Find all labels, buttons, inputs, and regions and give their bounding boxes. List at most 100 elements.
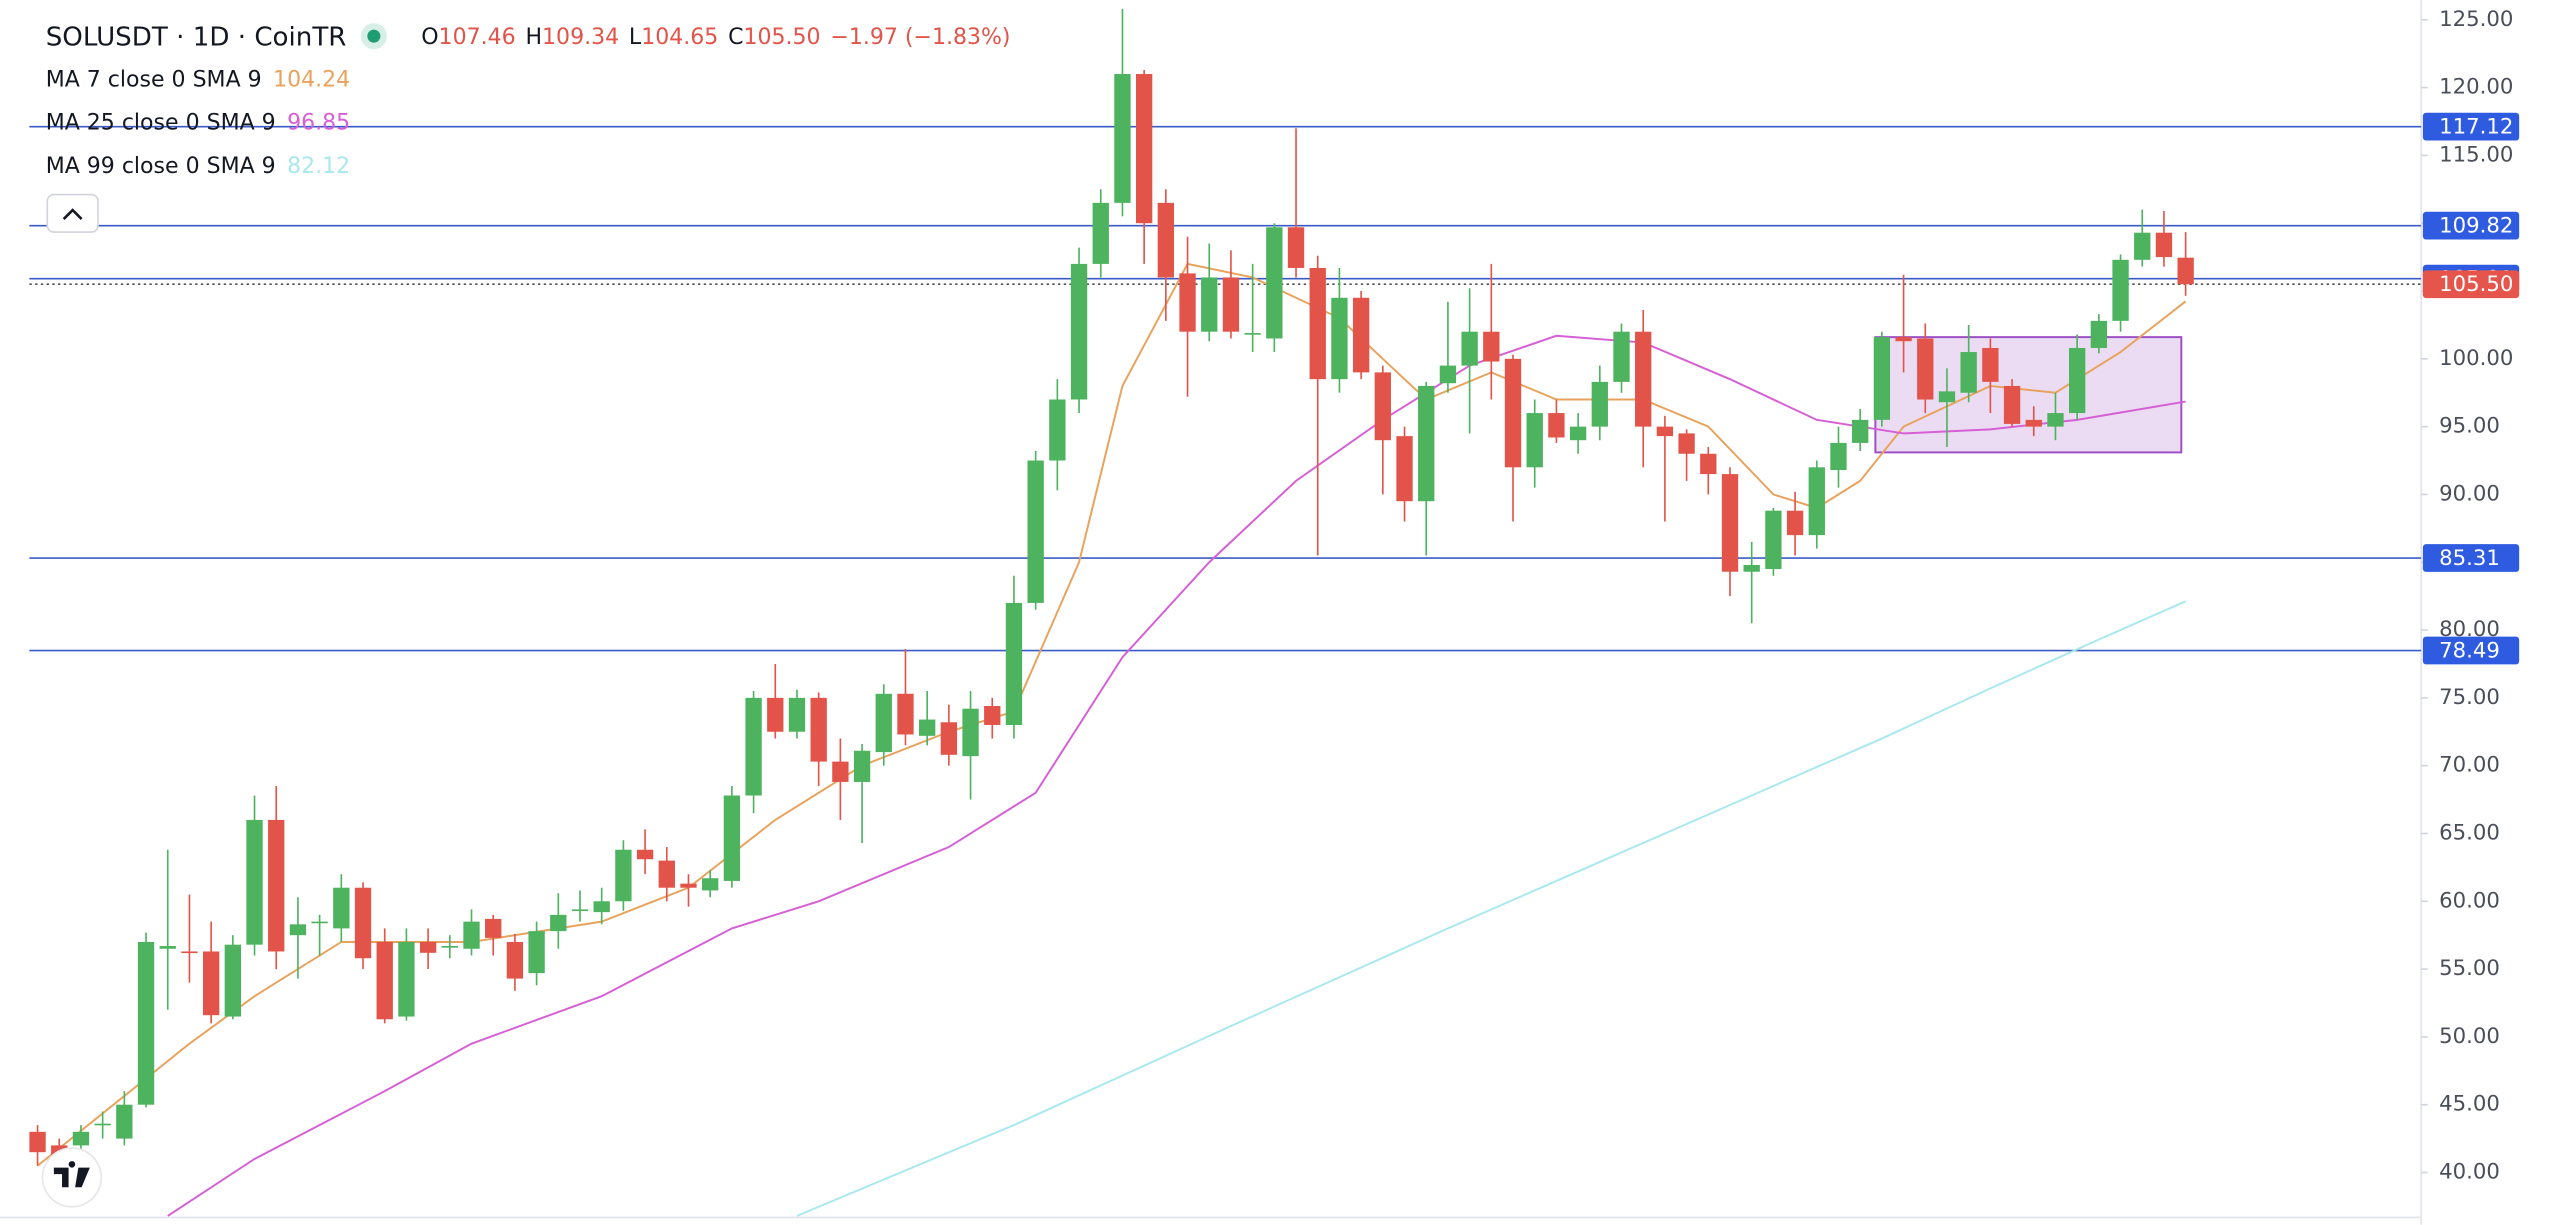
candle-body: [1005, 602, 1023, 725]
candle-body: [29, 1131, 46, 1153]
price-tag: 78.49: [2422, 636, 2520, 665]
collapse-button[interactable]: [46, 193, 99, 233]
candle-body: [636, 849, 654, 860]
price-tag-label: 85.31: [2439, 546, 2500, 571]
y-tick-label: 60.00: [2439, 888, 2500, 913]
candle-body: [550, 914, 567, 932]
candle-body: [723, 795, 741, 881]
candle-body: [2068, 347, 2086, 414]
candle-body: [1613, 331, 1630, 382]
logo-circle[interactable]: [41, 1147, 103, 1208]
candle-body: [419, 941, 437, 953]
candle-body: [289, 924, 307, 936]
chart-title: SOLUSDT · 1D · CoinTR: [46, 22, 347, 52]
candle-body: [1222, 277, 1240, 332]
candle-body: [615, 849, 632, 902]
price-tag-box: [2422, 544, 2520, 572]
candle-body: [354, 887, 372, 959]
candle-body: [1504, 358, 1522, 468]
legend-value: 96.85: [287, 111, 350, 136]
candle-body: [680, 883, 697, 888]
candle-body: [1114, 74, 1131, 203]
y-tick-label: 95.00: [2439, 414, 2500, 439]
y-tick-label: 70.00: [2439, 753, 2500, 778]
candle-body: [1895, 337, 1912, 342]
ma-line: [796, 600, 2187, 1217]
legend-value: 104.24: [273, 67, 350, 92]
candle-body: [1244, 333, 1261, 335]
candle-body: [1982, 347, 1999, 382]
y-tick-label: 40.00: [2439, 1160, 2500, 1185]
candle-body: [767, 697, 784, 732]
candle-body: [1092, 202, 1109, 264]
ohlc-header: O107.46 H109.34 L104.65 C105.50 −1.97 (−1.83…: [421, 25, 1010, 50]
candle-body: [1656, 426, 1674, 437]
candle-body: [1786, 510, 1804, 536]
candle-body: [984, 705, 1001, 725]
candle-body: [1179, 273, 1196, 332]
candle-body: [810, 697, 827, 762]
candle-body: [94, 1123, 111, 1126]
candle-body: [853, 750, 871, 782]
candle-body: [246, 819, 263, 945]
y-tick-label: 65.00: [2439, 820, 2500, 845]
candle-body: [1266, 227, 1283, 339]
candle-body: [2003, 385, 2021, 424]
candle-body: [658, 860, 675, 888]
chevron-icon[interactable]: [62, 208, 83, 220]
candle-body: [311, 921, 328, 924]
legend-value: 82.12: [287, 154, 350, 179]
candle-body: [376, 941, 393, 1020]
candle-body: [159, 946, 176, 949]
candle-body: [72, 1131, 90, 1146]
candle-body: [745, 697, 762, 796]
candle-body: [181, 951, 198, 954]
ohlc-value: 107.46: [439, 25, 516, 50]
candle-body: [1700, 453, 1717, 475]
plot-area: [29, 8, 2422, 1217]
candle-body: [1287, 227, 1305, 268]
candle-body: [1135, 74, 1153, 224]
price-tag-box: [2422, 636, 2520, 665]
button-frame[interactable]: [46, 193, 99, 233]
candle-body: [1157, 202, 1175, 278]
y-tick-label: 45.00: [2439, 1092, 2500, 1117]
price-tag-label: 78.49: [2439, 638, 2500, 663]
candle-body: [1960, 352, 1977, 393]
tv-logo[interactable]: [41, 1147, 103, 1208]
candle-body: [224, 944, 241, 1017]
candle-body: [702, 878, 719, 891]
price-tag-label: 117.12: [2439, 114, 2513, 139]
legend-label: MA 25 close 0 SMA 9: [46, 111, 276, 136]
y-tick-label: 75.00: [2439, 685, 2500, 710]
candle-body: [1331, 297, 1348, 380]
ohlc-label: C: [728, 25, 743, 50]
candle-body: [2134, 232, 2151, 260]
legend-label: MA 7 close 0 SMA 9: [46, 67, 262, 92]
logo-mark[interactable]: [53, 1161, 90, 1188]
candle-body: [1938, 391, 1956, 403]
candle-body: [1808, 467, 1825, 536]
price-tag: 117.12: [2422, 112, 2520, 141]
candle-body: [2177, 257, 2194, 285]
price-tag-label: 105.50: [2439, 272, 2513, 297]
candle-body: [333, 887, 350, 929]
candle-body: [1873, 337, 1891, 420]
candle-body: [897, 693, 914, 735]
price-axis: 40.00 45.00 50.00 55.00 60.00 65.00 70.00 75.00…: [2421, 7, 2520, 1185]
candle-body: [1591, 381, 1608, 427]
candle-body: [2112, 259, 2129, 321]
candle-body: [1201, 277, 1218, 332]
candle-body: [1439, 365, 1457, 384]
price-tag-box: [2422, 112, 2520, 141]
price-tag-box: [2422, 270, 2520, 299]
candle-body: [875, 693, 892, 753]
candle-body: [2155, 232, 2173, 258]
candle-body: [1569, 426, 1587, 441]
candle-body: [832, 761, 849, 782]
candle-body: [1678, 433, 1695, 454]
legend-label: MA 99 close 0 SMA 9: [46, 154, 276, 179]
